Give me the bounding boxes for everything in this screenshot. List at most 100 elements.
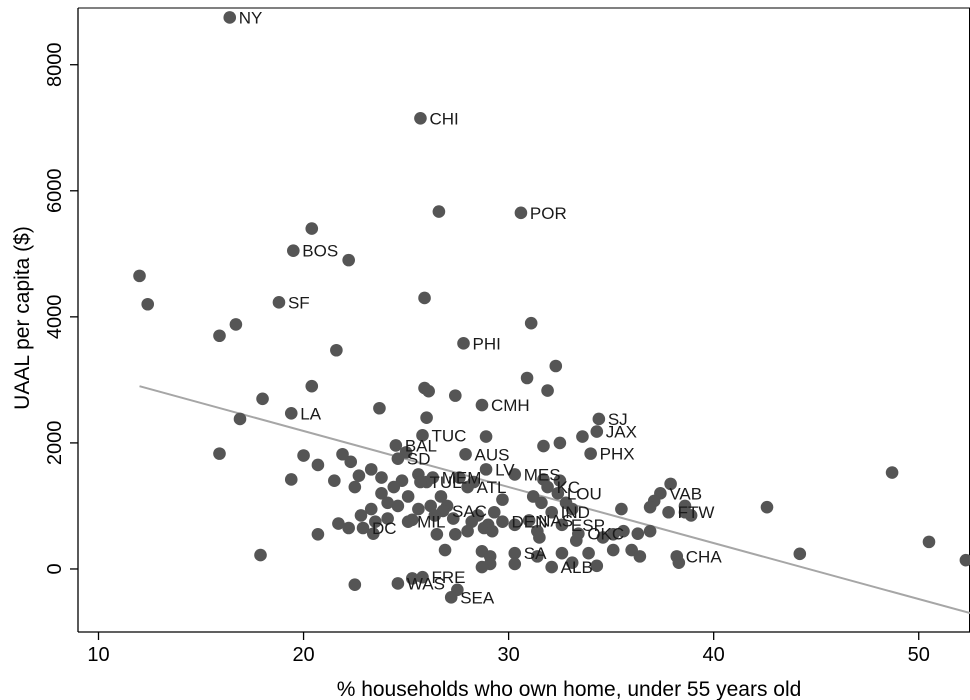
point-label: KC: [557, 478, 581, 497]
point-label: VAB: [669, 484, 702, 503]
data-point: [387, 480, 401, 494]
data-point: [582, 546, 595, 560]
data-point: [479, 463, 493, 476]
data-point: [391, 499, 405, 513]
point-label: TUC: [431, 426, 466, 445]
point-label: BAL: [405, 436, 437, 455]
point-label: ATL: [477, 478, 507, 497]
data-point: [664, 477, 677, 491]
data-point: [551, 487, 565, 500]
data-point: [631, 527, 645, 540]
data-point: [508, 557, 522, 571]
data-point: [254, 548, 267, 562]
data-point: [541, 480, 554, 494]
point-label: FRE: [431, 568, 465, 587]
data-point: [311, 528, 325, 541]
data-point: [592, 412, 606, 426]
data-point: [348, 480, 362, 494]
data-point: [449, 389, 462, 402]
point-label: TUL: [429, 473, 461, 492]
y-axis-ticks: 0 2000 4000 6000 8000: [44, 42, 78, 575]
y-tick-label: 2000: [44, 421, 66, 466]
point-label: MES: [524, 465, 561, 484]
data-point: [141, 297, 155, 311]
data-point: [366, 527, 380, 540]
x-tick-label: 40: [703, 644, 725, 666]
data-point: [305, 222, 319, 235]
data-point: [342, 521, 355, 535]
data-point: [311, 458, 325, 472]
point-label: MIL: [417, 513, 445, 532]
y-tick-label: 0: [44, 563, 66, 574]
data-point: [432, 205, 446, 218]
data-point: [549, 359, 563, 373]
data-point: [287, 244, 300, 257]
data-point: [330, 343, 343, 357]
data-point: [508, 518, 522, 532]
data-point: [555, 546, 569, 560]
data-point: [342, 253, 355, 267]
data-point: [449, 528, 462, 541]
point-label: CHI: [429, 109, 458, 128]
x-tick-label: 30: [497, 644, 519, 666]
data-point: [438, 543, 452, 557]
data-point: [424, 499, 437, 513]
point-label: PHI: [473, 334, 501, 353]
data-point: [487, 505, 501, 519]
data-point: [364, 502, 378, 516]
data-point: [576, 430, 589, 443]
data-point: [375, 487, 388, 500]
data-point: [514, 206, 528, 220]
data-point: [422, 384, 435, 398]
data-point: [485, 524, 499, 538]
point-label: AUS: [475, 445, 510, 464]
point-label: SJ: [608, 410, 628, 429]
point-label: NY: [239, 8, 263, 27]
fit-line: [139, 385, 970, 615]
data-point: [633, 550, 647, 563]
data-point: [405, 572, 419, 585]
point-label: SAC: [452, 502, 487, 521]
data-point: [590, 425, 604, 438]
y-tick-label: 8000: [44, 42, 66, 87]
data-point: [584, 447, 597, 460]
data-point: [356, 521, 370, 535]
data-point: [535, 496, 548, 510]
point-label: CHA: [686, 547, 723, 566]
point-label: ALB: [561, 558, 593, 577]
y-axis-title: UAAL per capita ($): [11, 226, 34, 410]
data-point: [553, 436, 567, 450]
data-point: [373, 401, 386, 415]
data-point: [459, 447, 472, 461]
data-point: [272, 296, 286, 309]
data-point: [446, 512, 460, 525]
x-axis-title: % households who own home, under 55 year…: [337, 678, 802, 700]
data-point: [596, 531, 610, 544]
data-point: [672, 556, 686, 569]
data-point: [297, 449, 310, 462]
data-point: [475, 398, 489, 412]
data-point: [545, 505, 558, 519]
data-point: [354, 509, 368, 522]
point-label: JAX: [606, 423, 637, 442]
point-label: CMH: [491, 396, 530, 415]
data-point: [885, 466, 899, 479]
data-point: [508, 546, 522, 560]
data-point: [401, 515, 415, 528]
data-point: [793, 547, 807, 561]
data-point: [555, 518, 569, 532]
data-point: [364, 463, 378, 476]
data-point: [428, 509, 442, 522]
data-point: [223, 11, 237, 24]
data-point: [522, 514, 536, 527]
point-label: WAS: [407, 574, 445, 593]
point-label: FTW: [678, 503, 715, 522]
data-point: [332, 517, 345, 530]
data-point: [389, 439, 403, 452]
data-point: [678, 505, 692, 519]
point-label: BOS: [302, 242, 338, 261]
data-point: [420, 411, 433, 424]
data-point: [553, 474, 567, 488]
